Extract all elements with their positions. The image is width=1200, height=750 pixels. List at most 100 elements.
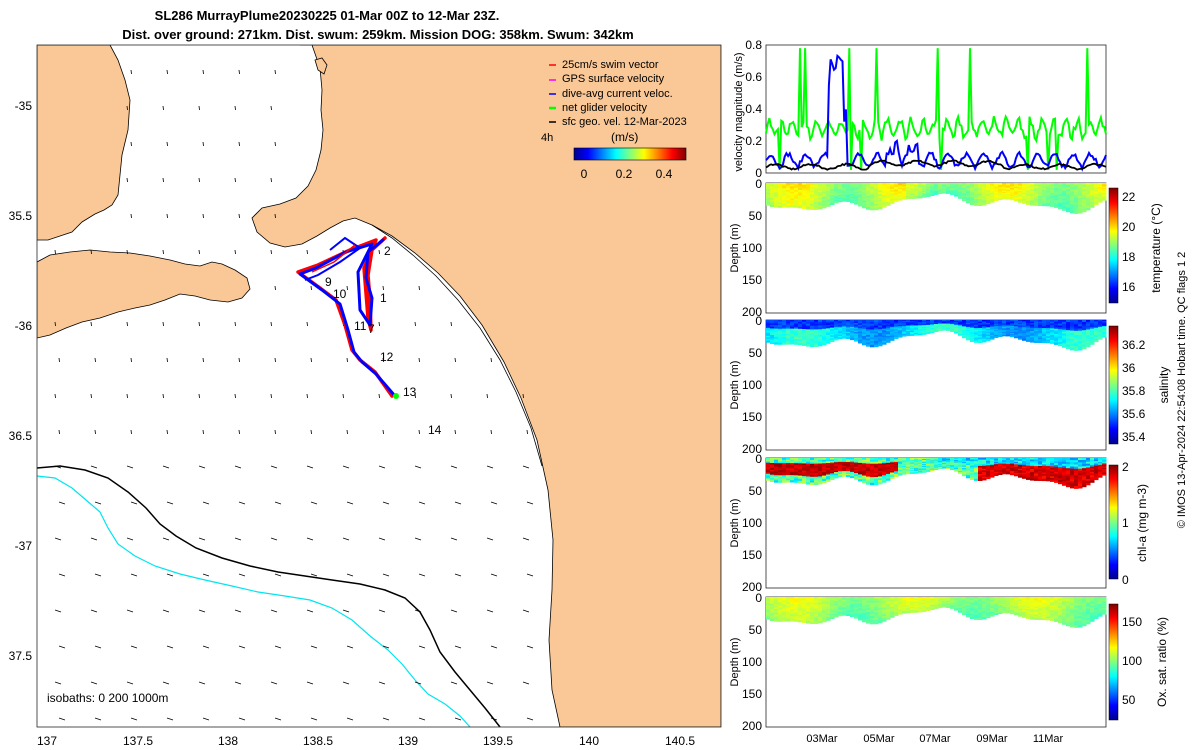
section-cell xyxy=(978,461,983,464)
section-cell xyxy=(834,614,839,616)
section-cell xyxy=(906,599,911,601)
velocity-arrow xyxy=(238,213,240,219)
section-cell xyxy=(1058,619,1063,622)
section-cell xyxy=(822,337,827,340)
section-cell xyxy=(822,461,827,464)
section-cell xyxy=(950,186,955,188)
section-cell xyxy=(1050,607,1055,610)
section-cell xyxy=(838,611,843,614)
section-cell xyxy=(938,324,943,326)
section-cell xyxy=(1098,468,1103,471)
section-cell xyxy=(818,320,823,323)
section-cell xyxy=(862,470,867,473)
section-cell xyxy=(1066,344,1071,348)
section-cell xyxy=(830,597,835,600)
section-cell xyxy=(878,602,883,605)
velocity-arrow xyxy=(526,501,534,505)
section-cell xyxy=(990,197,995,200)
section-cell xyxy=(1098,199,1103,202)
section-cell xyxy=(766,464,771,467)
section-cell xyxy=(886,458,891,461)
map-y-tick: 37.5 xyxy=(9,649,33,663)
section-cell xyxy=(1046,475,1051,479)
section-cell xyxy=(1034,334,1039,337)
section-cell xyxy=(942,460,947,463)
section-cell xyxy=(818,340,823,343)
section-cell xyxy=(978,324,983,327)
section-cell xyxy=(794,598,799,601)
section-cell xyxy=(966,604,971,606)
section-cell xyxy=(1034,202,1039,205)
section-cell xyxy=(874,333,879,336)
section-cell xyxy=(1022,597,1027,599)
section-cell xyxy=(1014,189,1019,192)
section-cell xyxy=(930,190,935,193)
section-cell xyxy=(1102,460,1107,463)
section-cell xyxy=(806,344,811,347)
section-cell xyxy=(858,459,863,462)
section-cell xyxy=(934,598,939,600)
section-cell xyxy=(974,186,979,189)
section-cell xyxy=(766,326,771,329)
section-cell xyxy=(774,195,779,198)
section-cell xyxy=(802,613,807,616)
section-cell xyxy=(958,184,963,186)
section-cell xyxy=(806,331,811,334)
section-cell xyxy=(834,197,839,200)
section-cell xyxy=(778,458,783,461)
section-cell xyxy=(1058,338,1063,341)
section-cell xyxy=(790,461,795,464)
section-cell xyxy=(1006,332,1011,335)
section-cell xyxy=(950,462,955,465)
velocity-arrow xyxy=(378,465,386,469)
section-cell xyxy=(994,194,999,196)
section-cell xyxy=(834,200,839,202)
section-cell xyxy=(798,337,803,340)
section-cell xyxy=(830,183,835,186)
section-cell xyxy=(1014,469,1019,472)
section-cell xyxy=(850,605,855,608)
mainland-land xyxy=(251,45,721,727)
section-cell xyxy=(910,464,915,467)
section-cell xyxy=(818,619,823,622)
section-cell xyxy=(974,326,979,329)
section-cell xyxy=(858,199,863,202)
section-cell xyxy=(782,597,787,600)
section-cell xyxy=(794,340,799,343)
section-cell xyxy=(770,613,775,616)
section-cell xyxy=(822,183,827,186)
section-cell xyxy=(858,600,863,603)
section-cell xyxy=(974,320,979,323)
section-cell xyxy=(850,598,855,601)
section-cell xyxy=(918,191,923,194)
section-cell xyxy=(986,468,991,471)
section-cell xyxy=(858,601,863,605)
section-cell xyxy=(818,478,823,481)
section-cell xyxy=(802,202,807,206)
section-cell xyxy=(1034,477,1039,480)
section-cell xyxy=(1038,609,1043,612)
section-cell xyxy=(794,189,799,193)
section-cell xyxy=(950,183,955,186)
section-cell xyxy=(1022,193,1027,196)
section-cell xyxy=(930,186,935,188)
section-cell xyxy=(1074,341,1079,345)
section-cell xyxy=(1086,482,1091,486)
section-cell xyxy=(810,600,815,604)
section-cell xyxy=(842,334,847,337)
section-cell xyxy=(794,478,799,481)
velocity-arrow xyxy=(490,501,498,505)
section-cell xyxy=(798,202,803,205)
section-cell xyxy=(874,186,879,190)
section-cell xyxy=(910,467,915,470)
section-cell xyxy=(1018,184,1023,187)
section-cell xyxy=(934,329,939,332)
section-cell xyxy=(1090,183,1095,186)
section-cell xyxy=(858,187,863,191)
cbar-tick: 36.2 xyxy=(1122,338,1146,352)
section-cell xyxy=(882,464,887,468)
section-cell xyxy=(830,190,835,193)
section-cell xyxy=(1014,336,1019,339)
section-cell xyxy=(934,324,939,326)
section-cell xyxy=(846,469,851,472)
